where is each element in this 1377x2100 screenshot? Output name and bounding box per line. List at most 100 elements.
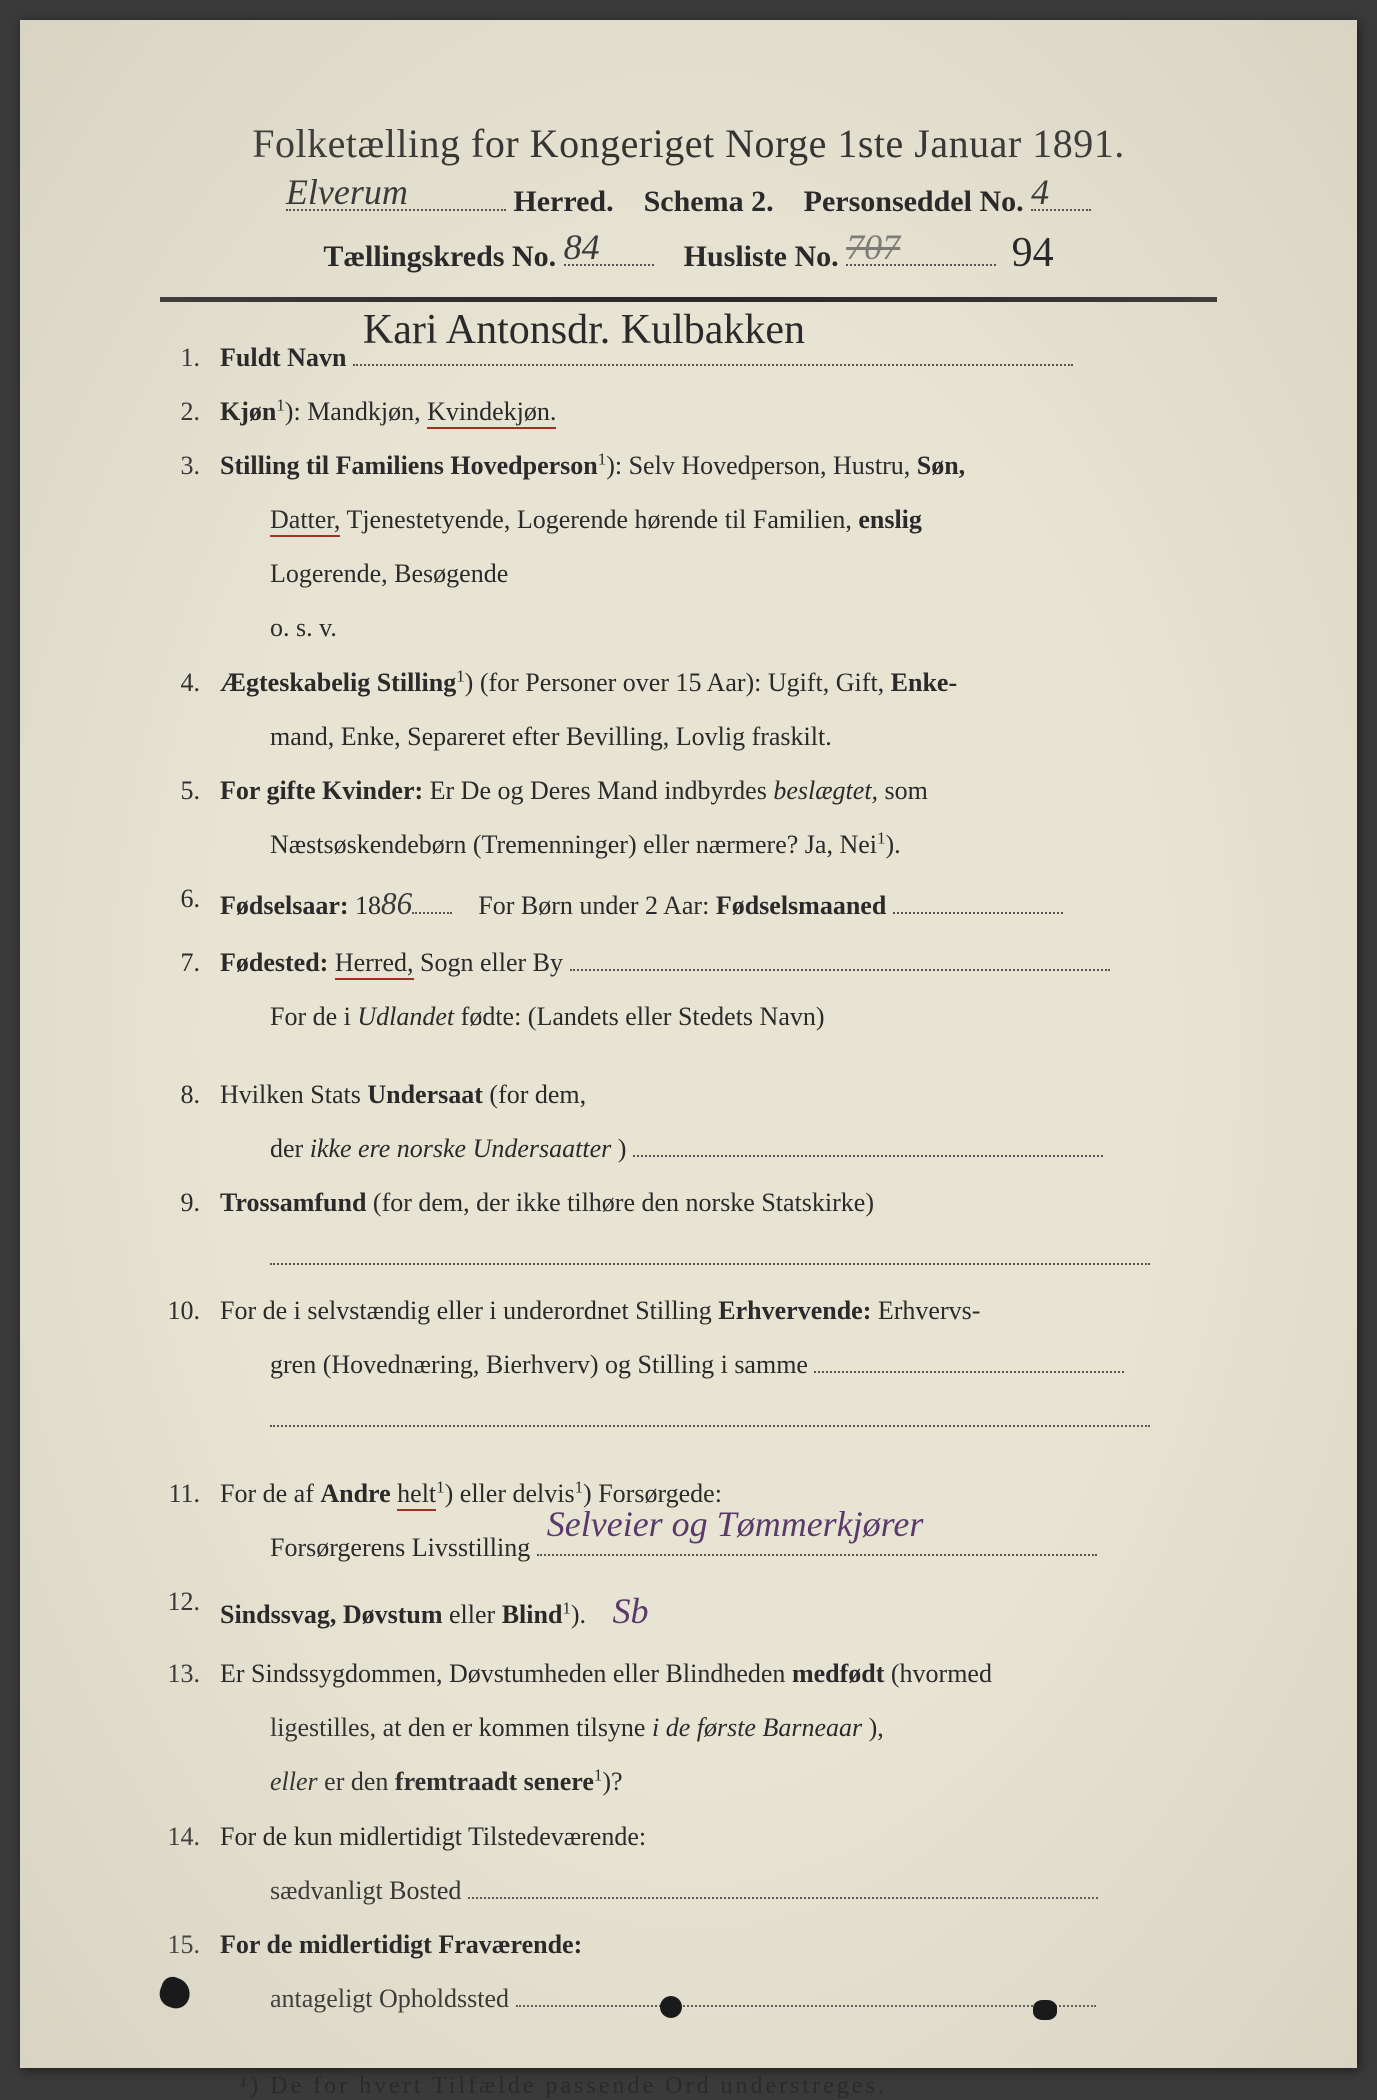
row-8: 8. Hvilken Stats Undersaat (for dem, <box>160 1071 1217 1119</box>
num-11: 11. <box>160 1470 220 1518</box>
q11-text1: For de af <box>220 1479 320 1508</box>
row-4-cont: mand, Enke, Separeret efter Bevilling, L… <box>160 713 1217 761</box>
header-line-3: Tællingskreds No. 84 Husliste No. 707 94 <box>160 229 1217 277</box>
q1-label: Fuldt Navn <box>220 343 346 372</box>
personseddel-no: 4 <box>1031 171 1049 213</box>
row-5-cont: Næstsøskendebørn (Tremenninger) eller næ… <box>160 821 1217 869</box>
q3-label: Stilling til Familiens Hovedperson <box>220 451 598 480</box>
q9-bold: Trossamfund <box>220 1188 366 1217</box>
header-line-2: Elverum Herred. Schema 2. Personseddel N… <box>160 181 1217 219</box>
q15-bold: For de midlertidigt Fraværende: <box>220 1930 582 1959</box>
q4-bold1: Enke- <box>891 668 957 697</box>
q11-line2: Forsørgerens Livsstilling <box>270 1533 530 1562</box>
q14-line2: sædvanligt Bosted <box>270 1876 461 1905</box>
q6-label: Fødselsaar: <box>220 891 349 920</box>
q2-selected: Kvindekjøn. <box>427 397 556 429</box>
husliste-strike: 707 <box>846 226 900 268</box>
num-15: 15. <box>160 1921 220 1969</box>
q7-text: Sogn eller By <box>420 948 563 977</box>
q13-line3i: eller <box>270 1767 318 1796</box>
q8-line2b: ) <box>618 1134 627 1163</box>
q5-label: For gifte Kvinder: <box>220 776 423 805</box>
num-2: 2. <box>160 388 220 436</box>
q6-year: 86 <box>381 886 412 921</box>
row-13-cont2: eller er den fremtraadt senere1)? <box>160 1758 1217 1806</box>
q3-selected: Datter, <box>270 505 340 537</box>
row-11-cont: Forsørgerens Livsstilling Selveier og Tø… <box>160 1524 1217 1572</box>
q13-line2i: i de første Barneaar <box>652 1713 862 1742</box>
row-7: 7. Fødested: Herred, Sogn eller By <box>160 939 1217 987</box>
q5-line2: Næstsøskendebørn (Tremenninger) eller næ… <box>270 830 877 859</box>
row-6: 6. Fødselsaar: 1886 For Børn under 2 Aar… <box>160 875 1217 933</box>
num-14: 14. <box>160 1813 220 1861</box>
q13-line3a: er den <box>324 1767 395 1796</box>
row-10-cont: gren (Hovednæring, Bierhverv) og Stillin… <box>160 1341 1217 1389</box>
num-6: 6. <box>160 875 220 923</box>
row-9-cont <box>160 1233 1217 1281</box>
q7-label: Fødested: <box>220 948 328 977</box>
q11-bold1: Andre <box>320 1479 390 1508</box>
q13-line2a: ligestilles, at den er kommen tilsyne <box>270 1713 652 1742</box>
krets-no: 84 <box>564 226 600 268</box>
herred-label: Herred. <box>513 185 613 218</box>
q15-line2: antageligt Opholdssted <box>270 1984 509 2013</box>
q10-text2: Erhvervs- <box>878 1296 981 1325</box>
q8-line1b: (for dem, <box>489 1080 586 1109</box>
row-15-cont: antageligt Opholdssted <box>160 1975 1217 2023</box>
q12-value: Sb <box>613 1591 649 1631</box>
q8-bold: Undersaat <box>367 1080 483 1109</box>
q13-bold1: medfødt <box>792 1659 884 1688</box>
q6-year-prefix: 18 <box>355 891 381 920</box>
q11-value: Selveier og Tømmerkjører <box>547 1491 924 1558</box>
census-form-page: Folketælling for Kongeriget Norge 1ste J… <box>20 20 1357 2068</box>
q3-line1-bold: Søn, <box>917 451 965 480</box>
q10-text1: For de i selvstændig eller i underordnet… <box>220 1296 718 1325</box>
q12-bold: Sindssvag, Døvstum <box>220 1600 443 1629</box>
row-10-cont2 <box>160 1395 1217 1443</box>
q7-line2b: fødte: (Landets eller Stedets Navn) <box>461 1002 825 1031</box>
row-3: 3. Stilling til Familiens Hovedperson1):… <box>160 442 1217 490</box>
q4-text1: (for Personer over 15 Aar): Ugift, Gift, <box>480 668 891 697</box>
num-3: 3. <box>160 442 220 490</box>
row-13-cont1: ligestilles, at den er kommen tilsyne i … <box>160 1704 1217 1752</box>
form-body: 1. Fuldt Navn Kari Antonsdr. Kulbakken 2… <box>160 334 1217 2023</box>
q3-line2: Tjenestetyende, Logerende hørende til Fa… <box>346 505 858 534</box>
row-10: 10. For de i selvstændig eller i underor… <box>160 1287 1217 1335</box>
row-1: 1. Fuldt Navn Kari Antonsdr. Kulbakken <box>160 334 1217 382</box>
num-12: 12. <box>160 1578 220 1626</box>
q12-bold2: Blind <box>502 1600 563 1629</box>
q4-label: Ægteskabelig Stilling <box>220 668 456 697</box>
q12-text: eller <box>449 1600 502 1629</box>
row-3-cont1: Datter, Tjenestetyende, Logerende hørend… <box>160 496 1217 544</box>
personseddel-label: Personseddel No. <box>804 185 1024 218</box>
q8-line2a: der <box>270 1134 310 1163</box>
q2-label: Kjøn <box>220 397 276 426</box>
q3-line2-bold: enslig <box>858 505 922 534</box>
herred-value: Elverum <box>286 171 408 213</box>
husliste-no: 94 <box>1012 230 1054 276</box>
row-7-cont: For de i Udlandet fødte: (Landets eller … <box>160 993 1217 1041</box>
q2-opt-mand: Mandkjøn, <box>307 397 427 426</box>
q13-line2b: ), <box>869 1713 884 1742</box>
q1-value: Kari Antonsdr. Kulbakken <box>363 292 805 370</box>
q6-label2: Fødselsmaaned <box>716 891 886 920</box>
row-9: 9. Trossamfund (for dem, der ikke tilhør… <box>160 1179 1217 1227</box>
q10-bold1: Erhvervende: <box>718 1296 871 1325</box>
q13-text1: Er Sindssygdommen, Døvstumheden eller Bl… <box>220 1659 792 1688</box>
num-5: 5. <box>160 767 220 815</box>
row-12: 12. Sindssvag, Døvstum eller Blind1). Sb <box>160 1578 1217 1645</box>
paper-defect <box>1033 2000 1057 2020</box>
q3-line1: Selv Hovedperson, Hustru, <box>629 451 917 480</box>
num-13: 13. <box>160 1650 220 1698</box>
q6-text2: For Børn under 2 Aar: <box>478 891 709 920</box>
q10-line2: gren (Hovednæring, Bierhverv) og Stillin… <box>270 1350 808 1379</box>
num-8: 8. <box>160 1071 220 1119</box>
row-13: 13. Er Sindssygdommen, Døvstumheden elle… <box>160 1650 1217 1698</box>
row-8-cont: der ikke ere norske Undersaatter ) <box>160 1125 1217 1173</box>
row-3-cont3: o. s. v. <box>160 604 1217 652</box>
row-14-cont: sædvanligt Bosted <box>160 1867 1217 1915</box>
paper-defect <box>660 1996 682 2018</box>
row-3-cont2: Logerende, Besøgende <box>160 550 1217 598</box>
q7-line2a: For de i <box>270 1002 357 1031</box>
q8-line2i: ikke ere norske Undersaatter <box>310 1134 612 1163</box>
